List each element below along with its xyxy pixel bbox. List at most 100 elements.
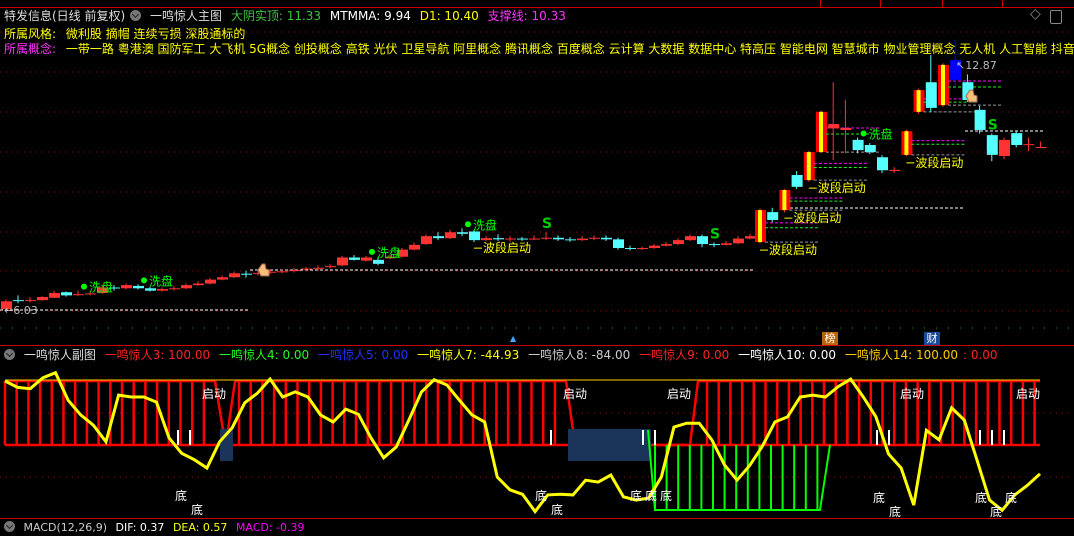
dropdown-chevron-icon[interactable] — [130, 10, 142, 21]
candle-body — [745, 236, 756, 239]
candle-body — [974, 109, 986, 130]
candle-body — [205, 279, 216, 284]
bottom-label: 底 — [660, 488, 672, 503]
candle — [445, 229, 456, 239]
candle — [565, 236, 576, 242]
candle-body — [409, 244, 420, 250]
signal-candle-stripe — [819, 111, 823, 153]
bottom-label: 底 — [175, 488, 187, 503]
toolbar-button[interactable] — [880, 0, 943, 7]
wash-dot — [465, 221, 471, 228]
sub-value: 一鸣惊人7: -44.93 — [417, 348, 520, 362]
wash-dot — [860, 130, 867, 137]
candle-body — [265, 271, 276, 273]
toolbar-button[interactable] — [1002, 0, 1043, 7]
candle — [265, 269, 276, 275]
candle — [889, 167, 901, 174]
candle — [133, 284, 144, 290]
candle-body — [864, 145, 876, 153]
candle-body — [373, 259, 384, 264]
indicator-value: MTMMA: 9.94 — [329, 9, 411, 23]
candle — [13, 295, 24, 304]
candle — [493, 234, 504, 241]
candle — [779, 188, 845, 213]
candle — [37, 296, 48, 301]
candle — [289, 267, 300, 273]
bottom-label: 底 — [873, 490, 885, 505]
candle — [25, 296, 36, 303]
candle-body — [709, 244, 720, 246]
candle — [1011, 131, 1023, 148]
candle — [791, 171, 803, 189]
wave-start-label: 波段启动 — [818, 180, 866, 195]
macd-header: MACD(12,26,9) DIF: 0.37 DEA: 0.57 MACD: … — [4, 520, 310, 536]
wave-start-label: 波段启动 — [769, 242, 817, 257]
candle — [877, 155, 888, 174]
window-icon[interactable] — [1050, 10, 1062, 24]
indicator-name[interactable]: 一鸣惊人主图 — [150, 9, 223, 23]
candle-body — [721, 243, 732, 245]
candle — [421, 234, 432, 245]
sub-value: : 0.00 — [962, 348, 998, 362]
candle-body — [313, 267, 324, 269]
candle-body — [649, 245, 660, 249]
candle-body — [385, 256, 396, 259]
candle — [553, 235, 564, 241]
candle — [541, 232, 552, 241]
candle-body — [1023, 144, 1035, 146]
wave-start-label: 波段启动 — [483, 240, 531, 255]
candle-body — [301, 268, 312, 270]
candle-body — [733, 238, 744, 244]
candle-body — [493, 238, 504, 240]
candle — [373, 257, 384, 266]
candle — [73, 290, 84, 297]
sub-value: 一鸣惊人3: 100.00 — [104, 348, 211, 362]
wash-label: 洗盘 — [149, 273, 173, 288]
candle-body — [217, 277, 228, 280]
candle-body — [637, 248, 648, 250]
candle — [193, 281, 204, 286]
indicator-value: D1: 10.40 — [419, 9, 479, 23]
candle — [481, 236, 492, 241]
up-arrow-icon: ▲ — [510, 334, 517, 343]
candle — [733, 236, 744, 245]
candle — [349, 255, 360, 261]
candle — [361, 255, 372, 262]
candle — [337, 255, 348, 267]
candle — [517, 236, 528, 241]
candle-body — [877, 157, 888, 171]
candle — [109, 285, 120, 291]
wave-start-label: 波段启动 — [915, 155, 963, 170]
candle — [277, 269, 288, 274]
toolbar-button[interactable] — [942, 0, 1003, 7]
indicator-value: 大阴实顶: 11.33 — [230, 9, 322, 23]
candle — [97, 284, 108, 294]
high-price-label: ↖12.87 — [956, 59, 997, 72]
candle — [229, 271, 240, 279]
finance-marker[interactable]: 财 — [924, 332, 940, 345]
stock-title: 特发信息(日线 前复权) — [4, 9, 126, 23]
style-line: 所属风格: 微利股 摘帽 连续亏损 深股通标的 — [4, 27, 245, 42]
high-price-value: 12.87 — [965, 59, 997, 72]
hand-cursor-icon — [965, 89, 978, 103]
candle-body — [421, 236, 432, 245]
candle — [49, 290, 60, 299]
dropdown-chevron-icon[interactable] — [4, 521, 15, 532]
sub-indicator-name[interactable]: 一鸣惊人副图 — [23, 348, 96, 362]
dropdown-chevron-icon[interactable] — [4, 349, 15, 360]
candle — [169, 285, 180, 291]
candle-body — [840, 128, 852, 130]
sub-value: 一鸣惊人8: -84.00 — [528, 348, 631, 362]
bottom-label: 底 — [630, 488, 642, 503]
concept-line: 所属概念: 一带一路 粤港澳 国防军工 大飞机 5G概念 创投概念 高铁 光伏 … — [4, 42, 1074, 57]
diamond-icon[interactable]: ◇ — [1030, 6, 1041, 22]
candle-body — [25, 300, 36, 302]
style-label: 所属风格: — [4, 27, 57, 41]
candle — [145, 286, 156, 292]
candle — [986, 133, 998, 162]
signal-candle-stripe — [904, 131, 909, 155]
candle — [385, 254, 396, 260]
toolbar-button[interactable] — [820, 0, 881, 7]
news-marker[interactable]: 榜 — [822, 332, 838, 345]
